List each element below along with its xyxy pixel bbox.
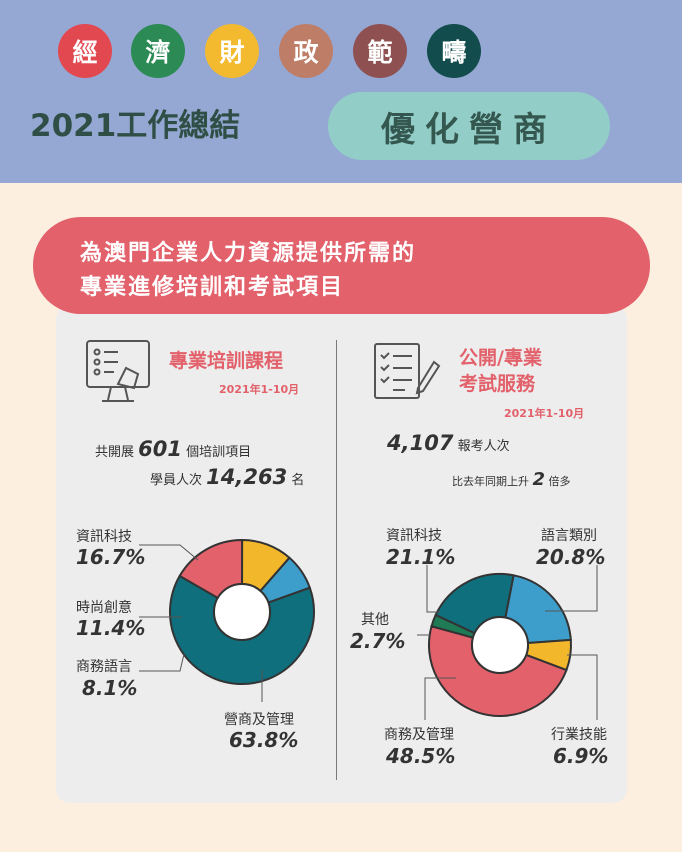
right-stat2-prefix: 比去年同期上升 [452,475,529,488]
right-period: 2021年1-10月 [504,407,585,420]
right-stat1-suffix: 報考人次 [457,439,510,454]
left-stat2-suffix: 名 [291,473,305,488]
title-char-1: 經 [58,24,112,78]
left-pct-it: 16.7% [76,545,146,569]
title-char-6: 疇 [427,24,481,78]
right-label-business: 商務及管理 [384,727,454,743]
right-pct-business: 48.5% [386,744,456,768]
left-period: 2021年1-10月 [219,383,300,396]
content-panel [56,305,627,803]
left-stat2-prefix: 學員人次 [150,473,203,488]
right-section-title-2: 考試服務 [459,373,536,395]
right-label-it: 資訊科技 [386,528,442,544]
checklist-pen-icon [374,343,441,399]
right-pct-other: 2.7% [350,629,406,653]
chart-exam-services [428,573,572,717]
left-stat2-value: 14,263 [206,465,288,489]
left-label-language: 商務語言 [76,659,132,675]
banner-line-2: 專業進修培訓和考試項目 [80,275,345,300]
left-stat1: 共開展 601 個培訓項目 [95,437,251,461]
left-stat1-suffix: 個培訓項目 [186,445,252,460]
header: 經 濟 財 政 範 疇 2021工作總結 優化營商 [0,0,682,183]
computer-quiz-icon [86,340,150,402]
left-section-title: 專業培訓課程 [169,350,284,372]
leader-lines [139,544,598,720]
right-stat2-value: 2 [532,469,546,490]
right-label-skills: 行業技能 [551,727,607,743]
left-chart-hole [213,583,271,641]
right-pct-language: 20.8% [536,545,606,569]
theme-pill: 優化營商 [328,92,610,160]
column-divider [336,340,337,780]
chart-training-courses [169,538,315,685]
left-label-business: 營商及管理 [224,712,294,728]
title-char-3: 財 [205,24,259,78]
left-pct-language: 8.1% [82,676,138,700]
left-stat1-value: 601 [138,437,182,461]
title-char-4: 政 [279,24,333,78]
right-stat2: 比去年同期上升 2 倍多 [452,469,571,490]
banner-line-1: 為澳門企業人力資源提供所需的 [80,241,417,266]
left-stat1-prefix: 共開展 [95,445,135,460]
right-stat1-value: 4,107 [387,431,454,455]
right-stat1: 4,107 報考人次 [387,431,510,455]
right-pct-it: 21.1% [386,545,456,569]
right-chart-hole [471,616,529,674]
banner: 為澳門企業人力資源提供所需的 專業進修培訓和考試項目 [33,217,650,314]
left-stat2: 學員人次 14,263 名 [150,465,304,489]
right-label-other: 其他 [361,612,389,628]
right-label-language: 語言類別 [541,528,597,544]
right-section-title-1: 公開/專業 [459,347,542,369]
title-char-5: 範 [353,24,407,78]
title-char-2: 濟 [131,24,185,78]
left-label-fashion: 時尚創意 [76,600,132,616]
left-pct-business: 63.8% [229,728,299,752]
right-pct-skills: 6.9% [553,744,609,768]
year-title: 2021工作總結 [30,108,241,144]
left-label-it: 資訊科技 [76,529,132,545]
right-stat2-suffix: 倍多 [548,475,571,488]
left-pct-fashion: 11.4% [76,616,146,640]
